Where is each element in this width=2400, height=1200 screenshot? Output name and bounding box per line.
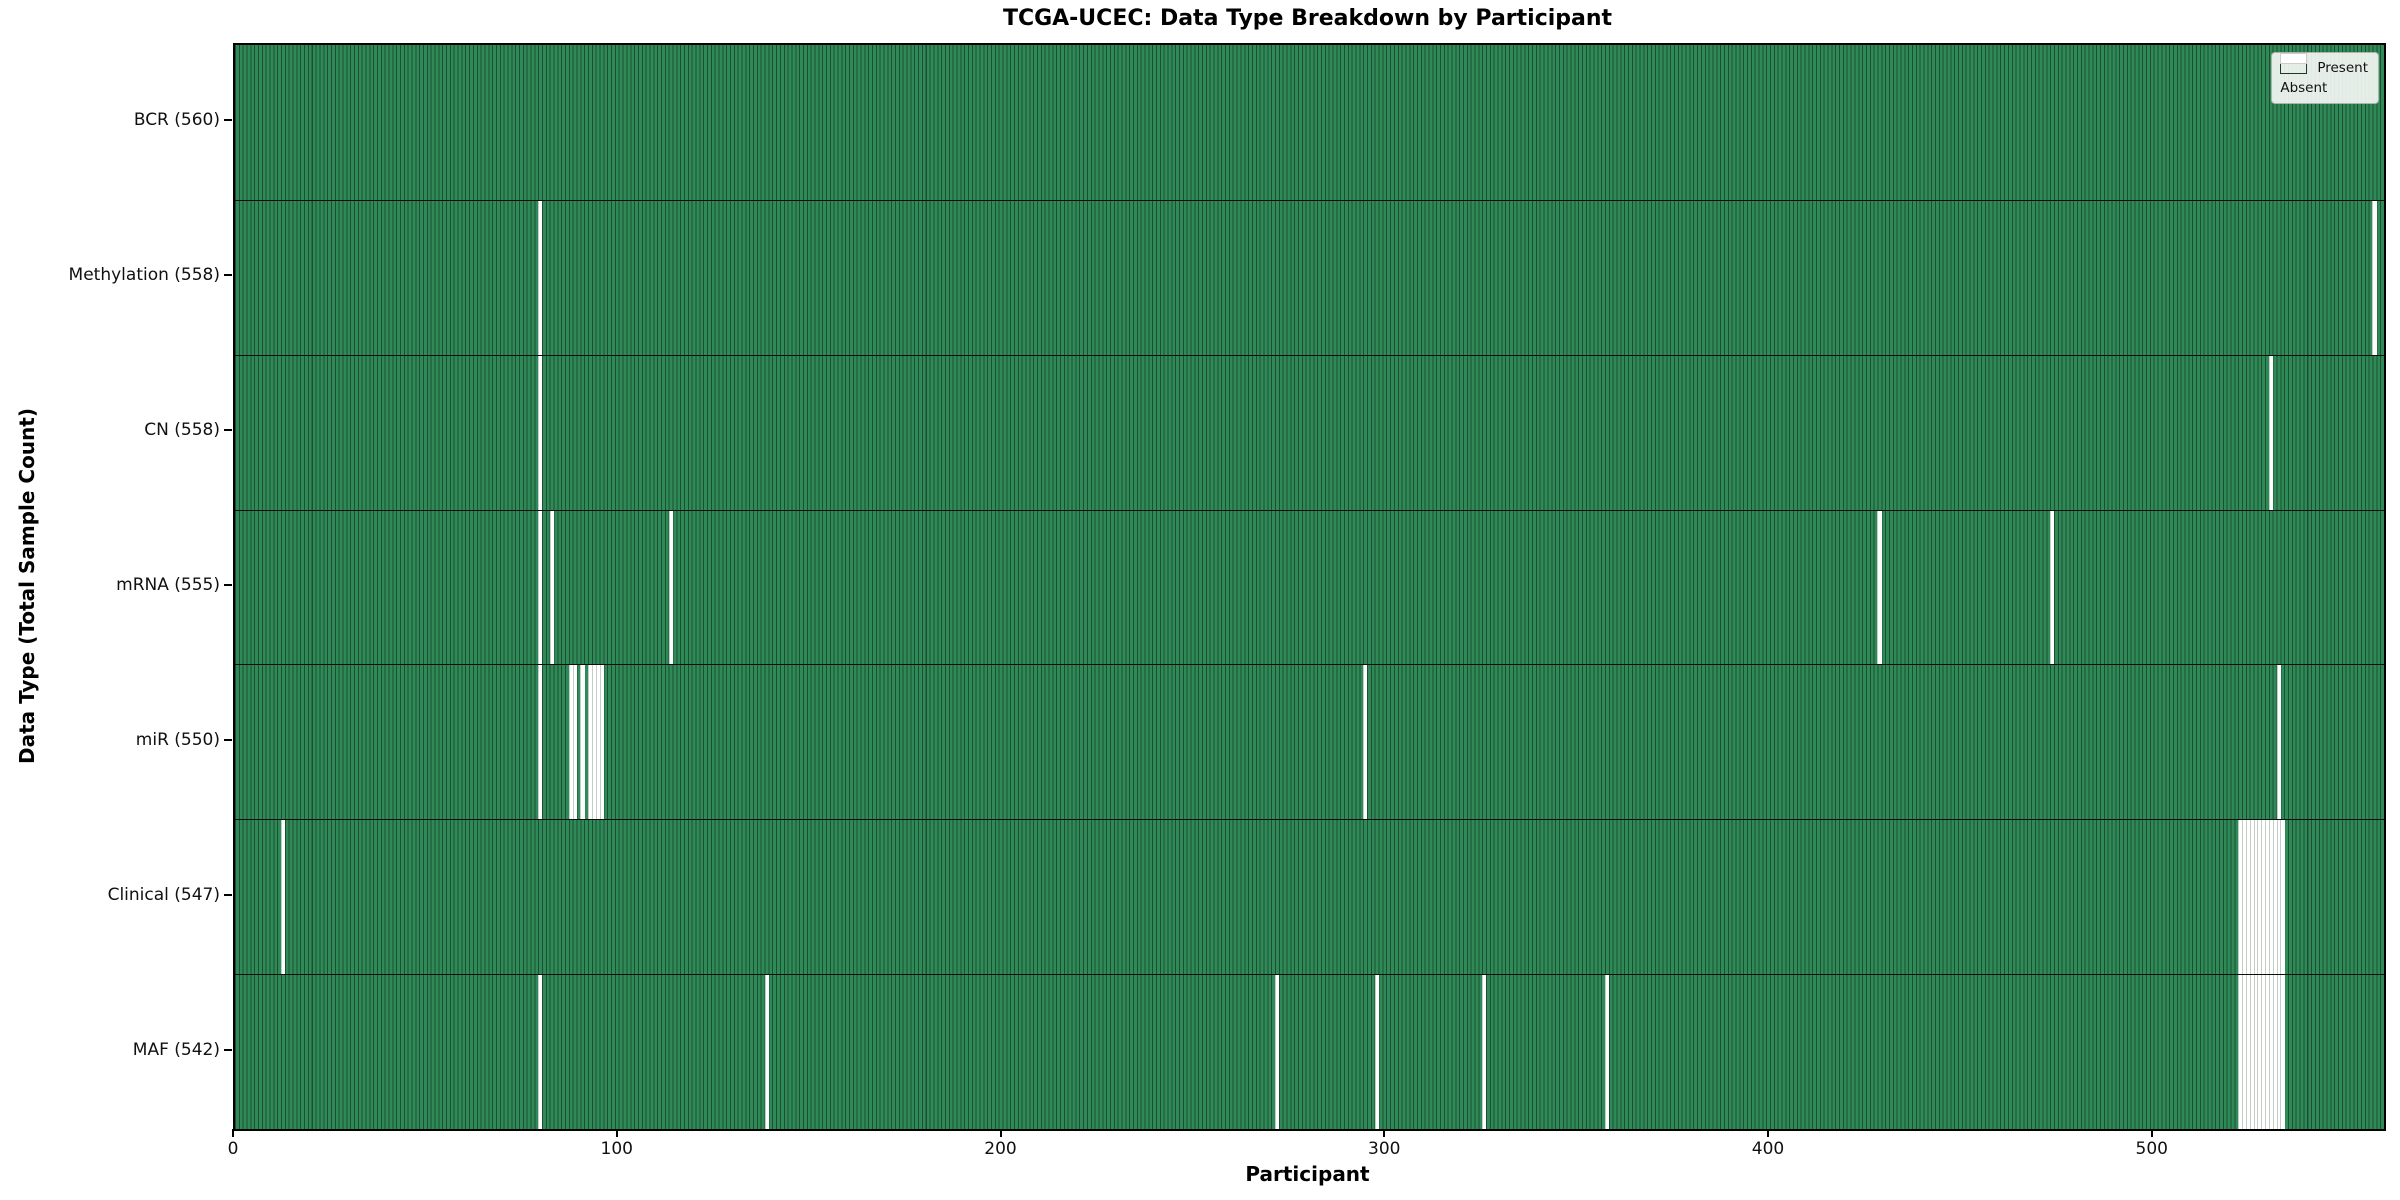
x-tick-label-200: 200 <box>984 1139 1017 1159</box>
x-tick <box>2150 1129 2153 1137</box>
absent-cell-Clinical-523 <box>2242 820 2247 975</box>
absent-cell-miR-294 <box>1363 665 1368 820</box>
absent-cell-Clinical-525 <box>2249 820 2254 975</box>
absent-cell-MAF-530 <box>2268 975 2274 1129</box>
absent-cell-mRNA-79 <box>538 510 543 665</box>
absent-cell-Clinical-524 <box>2245 820 2251 975</box>
heatmap-row-CN <box>235 354 2384 510</box>
heatmap-row-BCR <box>235 45 2384 200</box>
absent-cell-miR-90 <box>580 665 585 820</box>
absent-cell-Clinical-529 <box>2265 820 2270 975</box>
absent-cell-MAF-531 <box>2272 975 2277 1129</box>
chart-title: TCGA-UCEC: Data Type Breakdown by Partic… <box>1002 6 1613 31</box>
absent-cell-Clinical-526 <box>2253 820 2258 975</box>
y-tick <box>224 119 232 122</box>
x-tick-label-100: 100 <box>600 1139 633 1159</box>
y-tick-label-mRNA: mRNA (555) <box>116 575 220 595</box>
x-tick <box>615 1129 618 1137</box>
absent-cell-mRNA-473 <box>2050 510 2055 665</box>
absent-cell-MAF-524 <box>2245 975 2251 1129</box>
x-tick-label-400: 400 <box>1751 1139 1785 1159</box>
legend-label-present: Present <box>2317 60 2368 76</box>
x-tick <box>232 1129 234 1137</box>
absent-cell-miR-79 <box>538 665 543 820</box>
absent-cell-MAF-528 <box>2261 975 2266 1129</box>
y-tick-label-CN: CN (558) <box>144 420 220 441</box>
absent-cell-MAF-529 <box>2265 975 2270 1129</box>
legend-label-absent: Absent <box>2280 80 2328 96</box>
y-tick <box>224 584 232 586</box>
absent-cell-Clinical-527 <box>2257 820 2262 975</box>
y-tick-label-Methylation: Methylation (558) <box>68 265 220 286</box>
absent-cell-MAF-526 <box>2253 975 2258 1129</box>
heatmap-row-Methylation <box>235 199 2384 355</box>
absent-cell-miR-87 <box>568 665 574 820</box>
absent-cell-Clinical-533 <box>2280 820 2285 975</box>
present-swatch <box>2280 62 2308 74</box>
y-tick <box>224 893 232 896</box>
absent-cell-MAF-532 <box>2276 975 2281 1129</box>
y-tick-label-miR: miR (550) <box>135 729 220 750</box>
absent-cell-MAF-138 <box>764 975 769 1129</box>
absent-cell-Clinical-531 <box>2272 820 2277 975</box>
absent-cell-miR-93 <box>591 665 597 820</box>
x-tick-label-500: 500 <box>2135 1139 2168 1159</box>
y-tick <box>224 738 232 741</box>
y-tick-label-MAF: MAF (542) <box>132 1039 220 1060</box>
legend: Present Absent <box>2271 52 2379 104</box>
absent-cell-MAF-522 <box>2238 975 2243 1129</box>
absent-cell-MAF-325 <box>1482 975 1487 1129</box>
heatmap-rows <box>235 45 2384 1129</box>
absent-cell-miR-92 <box>588 665 593 820</box>
absent-cell-MAF-527 <box>2257 975 2262 1129</box>
absent-cell-MAF-271 <box>1274 975 1280 1129</box>
absent-cell-mRNA-428 <box>1877 510 1882 665</box>
x-tick <box>1383 1129 1386 1137</box>
absent-cell-Clinical-12 <box>281 820 286 975</box>
absent-cell-Clinical-528 <box>2261 820 2266 975</box>
absent-cell-mRNA-82 <box>549 510 554 665</box>
absent-cell-mRNA-113 <box>668 510 673 665</box>
y-tick-label-BCR: BCR (560) <box>133 110 220 131</box>
x-tick <box>1767 1129 1769 1137</box>
absent-cell-miR-532 <box>2276 665 2281 820</box>
absent-cell-MAF-523 <box>2242 975 2247 1129</box>
heatmap-row-Clinical <box>235 819 2384 975</box>
absent-cell-MAF-297 <box>1374 975 1379 1129</box>
absent-cell-CN-79 <box>538 355 543 510</box>
absent-swatch <box>2280 53 2308 64</box>
absent-cell-Clinical-532 <box>2276 820 2281 975</box>
y-tick <box>224 429 232 432</box>
absent-cell-MAF-357 <box>1604 975 1610 1129</box>
y-tick <box>224 1048 232 1051</box>
absent-cell-miR-95 <box>599 665 604 820</box>
absent-cell-MAF-525 <box>2249 975 2254 1129</box>
absent-cell-MAF-79 <box>538 975 543 1129</box>
absent-cell-Clinical-522 <box>2238 820 2243 975</box>
x-axis-label: Participant <box>1245 1162 1370 1186</box>
heatmap-row-mRNA <box>235 509 2384 665</box>
plot-area: Present Absent <box>233 43 2386 1131</box>
heatmap-row-MAF <box>235 974 2384 1129</box>
absent-cell-miR-94 <box>595 665 600 820</box>
y-tick-label-Clinical: Clinical (547) <box>107 884 220 905</box>
absent-cell-CN-530 <box>2268 355 2274 510</box>
x-tick <box>999 1129 1002 1137</box>
legend-entry-absent: Absent <box>2280 53 2368 98</box>
absent-cell-Methylation-79 <box>538 200 543 355</box>
absent-cell-MAF-533 <box>2280 975 2285 1129</box>
x-tick-label-300: 300 <box>1368 1139 1401 1159</box>
heatmap-row-miR <box>235 664 2384 820</box>
absent-cell-miR-88 <box>572 665 577 820</box>
x-tick-label-0: 0 <box>227 1139 239 1159</box>
absent-cell-Clinical-530 <box>2268 820 2274 975</box>
y-tick <box>224 274 232 277</box>
absent-cell-Methylation-557 <box>2372 200 2377 355</box>
